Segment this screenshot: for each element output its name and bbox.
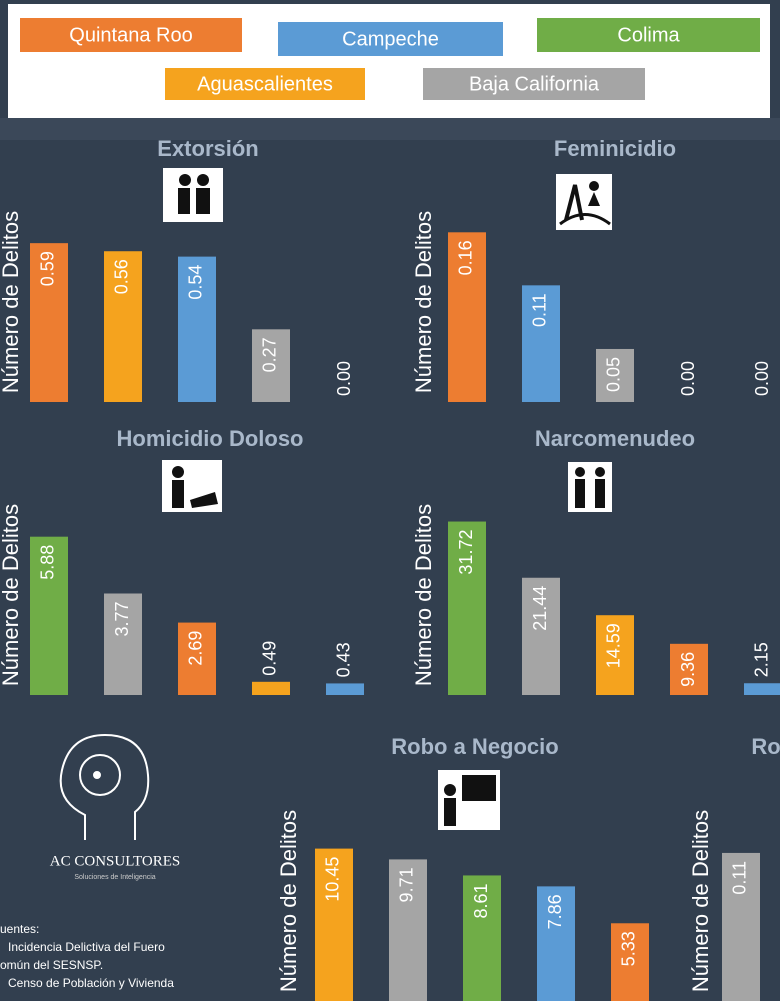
bar: [178, 256, 216, 402]
value-label: 0.11: [530, 293, 550, 327]
value-label: 0.00: [752, 361, 772, 396]
value-label: 9.36: [678, 652, 698, 687]
chart-title: Ro: [751, 734, 780, 759]
brand-name: AC CONSULTORES: [50, 853, 180, 869]
bar: [670, 643, 708, 695]
bar: [463, 875, 501, 1001]
source: omún del SESNSP.: [0, 958, 103, 972]
chart-title: Homicidio Doloso: [117, 426, 304, 451]
bar: [722, 852, 760, 1001]
value-label: 0.16: [456, 240, 476, 275]
y-axis-label: Número de Delitos: [276, 810, 301, 992]
band: [0, 118, 780, 140]
value-label: 8.61: [471, 883, 491, 918]
value-label: 0.11: [730, 861, 750, 895]
y-axis-label: Número de Delitos: [411, 504, 436, 686]
value-label: 0.00: [334, 361, 354, 396]
bar: [537, 886, 575, 1001]
bar: [744, 683, 780, 695]
value-label: 5.88: [38, 545, 58, 580]
bar: [326, 683, 364, 695]
value-label: 0.59: [38, 251, 58, 286]
value-label: 31.72: [456, 530, 476, 575]
value-label: 9.71: [397, 867, 417, 902]
bar: [30, 243, 68, 402]
bar: [522, 577, 560, 695]
bar: [252, 681, 290, 695]
chart-title: Narcomenudeo: [535, 426, 695, 451]
bar: [104, 593, 142, 695]
bar: [315, 848, 353, 1001]
value-label: 5.33: [619, 931, 639, 966]
value-label: 0.27: [260, 337, 280, 372]
value-label: 7.86: [545, 894, 565, 929]
chart-title: Robo a Negocio: [391, 734, 558, 759]
value-label: 21.44: [530, 586, 550, 631]
y-axis-label: Número de Delitos: [688, 810, 713, 992]
value-label: 0.05: [604, 357, 624, 392]
bar: [252, 329, 290, 402]
legend-label: Campeche: [342, 28, 439, 50]
y-axis-label: Número de Delitos: [0, 504, 23, 686]
bar: [522, 285, 560, 402]
bar: [448, 232, 486, 402]
value-label: 0.54: [186, 265, 206, 300]
legend-swatch: [20, 18, 242, 52]
bar: [596, 348, 634, 402]
value-label: 14.59: [604, 623, 624, 668]
legend-swatch: [278, 22, 503, 56]
bar: [448, 521, 486, 695]
chart-title: Feminicidio: [554, 136, 676, 161]
chart-title: Extorsión: [157, 136, 258, 161]
source: Incidencia Delictiva del Fuero: [8, 940, 165, 954]
value-label: 0.56: [112, 259, 132, 294]
y-axis-label: Número de Delitos: [0, 211, 23, 393]
legend-label: Colima: [617, 24, 680, 46]
value-label: 0.00: [678, 361, 698, 396]
legend-label: Quintana Roo: [69, 24, 192, 46]
legend-swatch: [165, 68, 365, 100]
bar: [104, 251, 142, 402]
bar: [30, 536, 68, 695]
value-label: 0.49: [260, 641, 280, 676]
source: uentes:: [0, 922, 39, 936]
value-label: 2.15: [752, 642, 772, 677]
logo: [59, 733, 150, 840]
legend-label: Aguascalientes: [197, 73, 333, 95]
source: Censo de Población y Vivienda: [8, 976, 174, 990]
legend-swatch: [423, 68, 645, 100]
value-label: 2.69: [186, 631, 206, 666]
y-axis-label: Número de Delitos: [411, 211, 436, 393]
icons: [162, 168, 612, 830]
bar: [611, 923, 649, 1001]
legend-label: Baja California: [469, 73, 600, 95]
bar: [596, 615, 634, 695]
bar: [178, 622, 216, 695]
value-label: 10.45: [323, 857, 343, 902]
bar: [389, 859, 427, 1001]
legend-swatch: [537, 18, 760, 52]
brand-tagline: Soluciones de Inteligencia: [74, 874, 155, 881]
value-label: 0.43: [334, 642, 354, 677]
value-label: 3.77: [112, 602, 132, 637]
